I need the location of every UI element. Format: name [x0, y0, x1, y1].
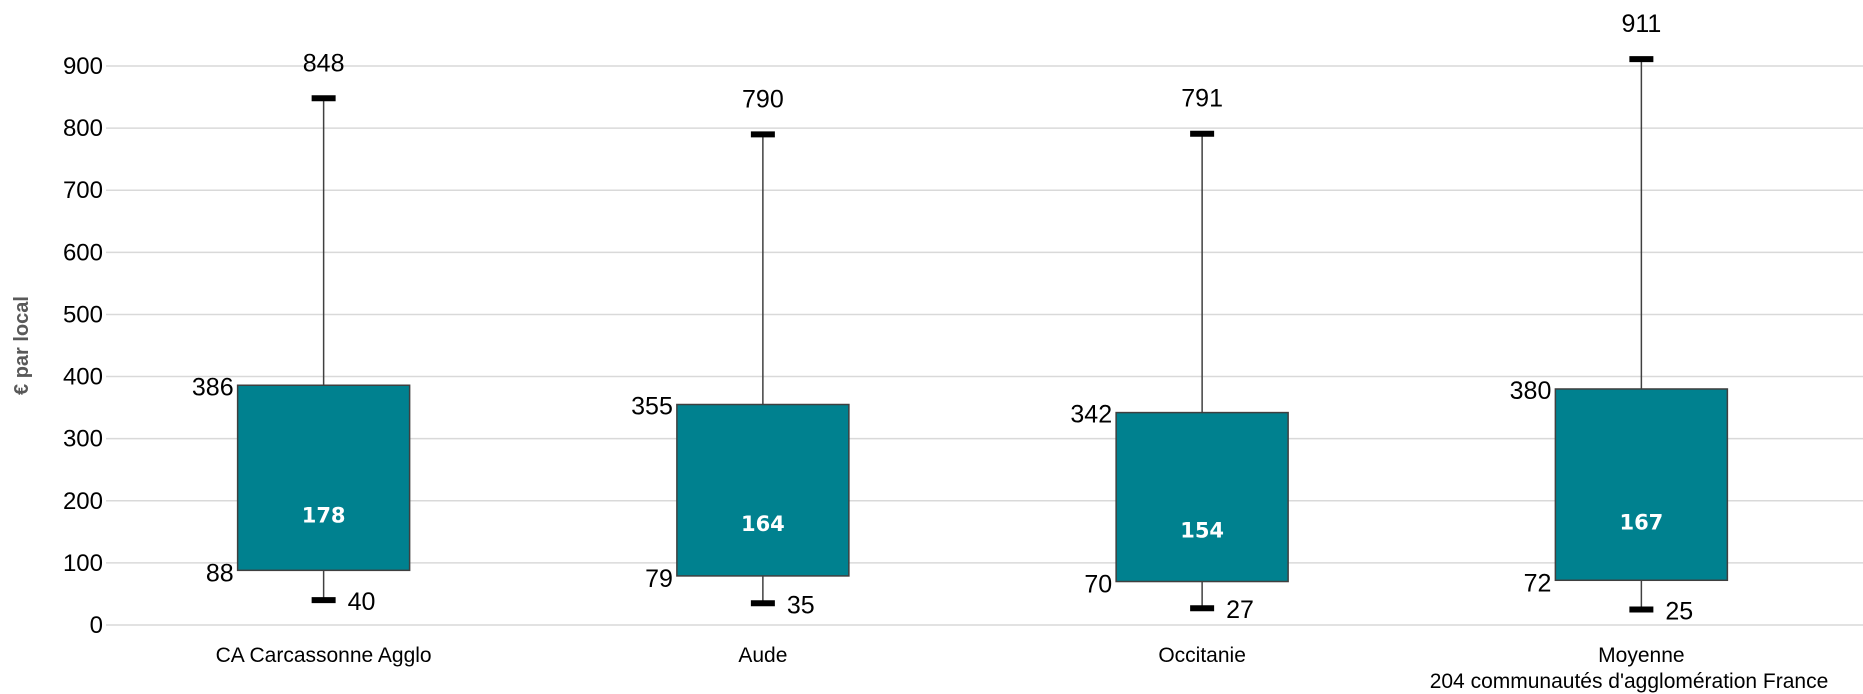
y-tick-label: 700 [63, 177, 103, 204]
y-axis-ticks: 0 100 200 300 400 500 600 700 800 900 [63, 53, 103, 639]
max-label: 911 [1621, 10, 1661, 38]
y-tick-label: 200 [63, 488, 103, 515]
boxes: 848 386 88 40 178 790 355 79 35 164 791 342 70 27 154 9… [192, 10, 1729, 625]
y-tick-label: 900 [63, 53, 103, 80]
box [236, 384, 411, 572]
median-label: 164 [741, 512, 785, 536]
y-tick-label: 600 [63, 239, 103, 266]
y-tick-label: 800 [63, 115, 103, 142]
category-label: Occitanie [1158, 644, 1246, 667]
q1-label: 88 [206, 559, 234, 587]
category-sublabel: 204 communautés d'agglomération France [1430, 670, 1829, 693]
box [1554, 388, 1729, 582]
min-label: 40 [348, 588, 376, 616]
q3-label: 355 [631, 393, 673, 421]
category-labels: CA Carcassonne Agglo Aude Occitanie Moyenne… [216, 644, 1829, 693]
box [676, 403, 850, 577]
q3-label: 380 [1510, 377, 1552, 405]
median-label: 154 [1180, 518, 1224, 542]
y-tick-label: 0 [90, 612, 103, 639]
min-label: 25 [1665, 597, 1693, 625]
median-label: 178 [302, 503, 346, 527]
max-label: 790 [742, 85, 784, 113]
median-label: 167 [1619, 510, 1663, 534]
min-label: 35 [787, 591, 815, 619]
category-label: Aude [738, 644, 787, 667]
min-label: 27 [1226, 596, 1254, 624]
q1-label: 70 [1084, 571, 1112, 599]
max-label: 791 [1181, 85, 1223, 113]
y-tick-label: 300 [63, 426, 103, 453]
q1-label: 72 [1524, 569, 1552, 597]
category-label: Moyenne [1598, 644, 1684, 667]
q3-label: 386 [192, 373, 234, 401]
y-tick-label: 100 [63, 550, 103, 577]
y-axis-title: € par local [11, 296, 33, 395]
category-label: CA Carcassonne Agglo [216, 644, 432, 667]
y-tick-label: 400 [63, 364, 103, 391]
q1-label: 79 [645, 565, 673, 593]
box [1115, 411, 1289, 583]
max-label: 848 [303, 49, 345, 77]
q3-label: 342 [1070, 401, 1112, 429]
y-tick-label: 500 [63, 301, 103, 328]
